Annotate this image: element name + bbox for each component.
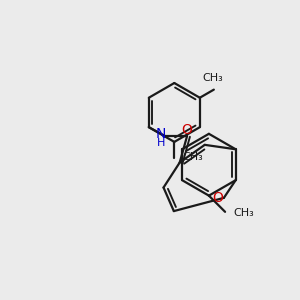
Text: CH₃: CH₃ xyxy=(202,73,223,83)
Text: CH₃: CH₃ xyxy=(233,208,254,218)
Text: CH₃: CH₃ xyxy=(182,152,203,162)
Text: N: N xyxy=(156,127,166,141)
Text: O: O xyxy=(212,191,223,205)
Text: H: H xyxy=(157,138,165,148)
Text: O: O xyxy=(182,122,193,136)
